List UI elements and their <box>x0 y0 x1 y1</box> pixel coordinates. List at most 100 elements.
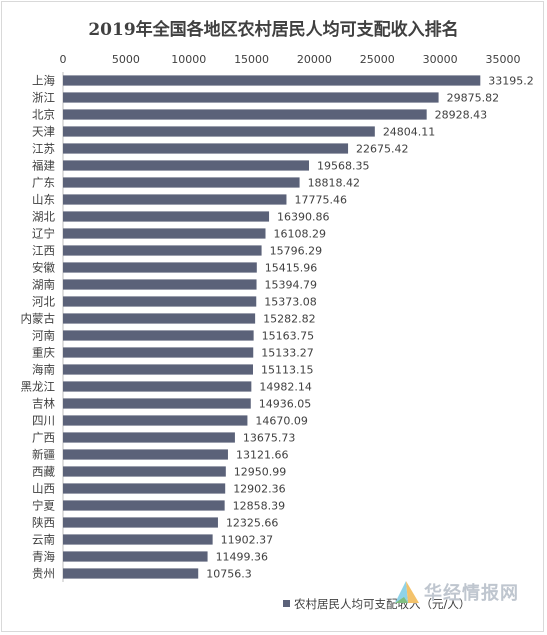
category-label: 江西 <box>32 244 55 258</box>
value-label: 11902.37 <box>221 534 274 547</box>
bar <box>63 534 213 545</box>
legend-swatch <box>283 600 290 607</box>
value-label: 33195.2 <box>488 75 534 88</box>
category-label: 江苏 <box>32 142 55 156</box>
value-label: 12902.36 <box>233 483 286 496</box>
category-label: 吉林 <box>32 397 55 411</box>
value-label: 24804.11 <box>383 126 436 139</box>
category-label: 西藏 <box>32 465 55 479</box>
category-label: 安徽 <box>32 261 55 275</box>
value-label: 15163.75 <box>262 330 315 343</box>
legend-label: 农村居民人均可支配收入（元/人） <box>294 597 470 611</box>
category-label: 广东 <box>32 176 55 190</box>
value-label: 12950.99 <box>234 466 287 479</box>
bar <box>63 398 251 409</box>
value-label: 16390.86 <box>277 211 330 224</box>
category-label: 山西 <box>32 482 55 496</box>
value-label: 14982.14 <box>259 381 312 394</box>
bar <box>63 364 253 375</box>
value-label: 15796.29 <box>270 245 323 258</box>
value-label: 12325.66 <box>226 517 279 530</box>
x-tick-label: 15000 <box>234 53 269 66</box>
value-label: 15394.79 <box>265 279 318 292</box>
category-label: 河南 <box>32 329 55 343</box>
bar <box>63 194 287 205</box>
bar <box>63 160 310 171</box>
bar <box>63 109 427 120</box>
category-label: 湖南 <box>32 278 55 292</box>
value-label: 12858.39 <box>233 500 285 513</box>
bar <box>63 126 375 137</box>
x-tick-label: 10000 <box>171 53 206 66</box>
bar <box>63 313 256 324</box>
x-tick-label: 25000 <box>360 53 395 66</box>
bar <box>63 228 266 239</box>
category-label: 河北 <box>32 295 55 309</box>
bar <box>63 500 225 511</box>
chart-title: 2019年全国各地区农村居民人均可支配收入排名 <box>88 20 459 40</box>
x-tick-label: 5000 <box>112 53 140 66</box>
bar <box>63 449 228 460</box>
category-label: 湖北 <box>32 210 55 224</box>
bar <box>63 279 257 290</box>
value-label: 13121.66 <box>236 449 289 462</box>
value-label: 15113.15 <box>261 364 314 377</box>
value-label: 22675.42 <box>356 143 409 156</box>
value-label: 15282.82 <box>263 313 316 326</box>
bar <box>63 517 218 528</box>
category-label: 天津 <box>32 125 55 139</box>
value-label: 16108.29 <box>274 228 327 241</box>
category-label: 辽宁 <box>32 227 55 241</box>
x-tick-label: 35000 <box>486 53 521 66</box>
value-label: 15133.27 <box>261 347 314 360</box>
category-label: 北京 <box>32 108 55 122</box>
bar <box>63 551 208 562</box>
bar <box>63 245 262 256</box>
category-label: 重庆 <box>32 346 55 360</box>
bar <box>63 296 257 307</box>
category-label: 福建 <box>32 159 55 173</box>
value-label: 14936.05 <box>259 398 312 411</box>
bar <box>63 483 226 494</box>
value-label: 29875.82 <box>447 92 500 105</box>
value-label: 19568.35 <box>317 160 370 173</box>
bar <box>63 262 257 273</box>
bar <box>63 75 481 86</box>
category-label: 黑龙江 <box>21 380 56 394</box>
bar <box>63 92 439 103</box>
watermark: 华经情报网 <box>392 577 532 607</box>
category-label: 新疆 <box>32 448 55 462</box>
value-label: 18818.42 <box>308 177 361 190</box>
category-label: 上海 <box>32 74 55 88</box>
bar <box>63 568 199 579</box>
value-label: 13675.73 <box>243 432 296 445</box>
category-label: 四川 <box>32 414 55 428</box>
bar <box>63 143 349 154</box>
value-label: 17775.46 <box>294 194 347 207</box>
bar <box>63 330 254 341</box>
value-label: 10756.3 <box>206 568 252 581</box>
bar <box>63 177 300 188</box>
x-tick-label: 0 <box>60 53 67 66</box>
value-label: 11499.36 <box>216 551 269 564</box>
value-label: 15373.08 <box>264 296 317 309</box>
watermark-text: 华经情报网 <box>424 583 519 604</box>
x-tick-label: 30000 <box>423 53 458 66</box>
bar <box>63 381 252 392</box>
value-label: 15415.96 <box>265 262 318 275</box>
category-label: 陕西 <box>32 516 55 530</box>
bar <box>63 211 270 222</box>
bar <box>63 432 235 443</box>
category-label: 宁夏 <box>32 499 55 513</box>
bar <box>63 415 248 426</box>
category-label: 浙江 <box>32 91 55 105</box>
value-label: 28928.43 <box>435 109 488 122</box>
category-label: 广西 <box>32 431 55 445</box>
bar <box>63 466 226 477</box>
category-label: 海南 <box>32 363 55 377</box>
x-tick-label: 20000 <box>297 53 332 66</box>
category-label: 云南 <box>32 533 55 547</box>
category-label: 山东 <box>32 193 55 207</box>
category-label: 贵州 <box>32 567 55 581</box>
